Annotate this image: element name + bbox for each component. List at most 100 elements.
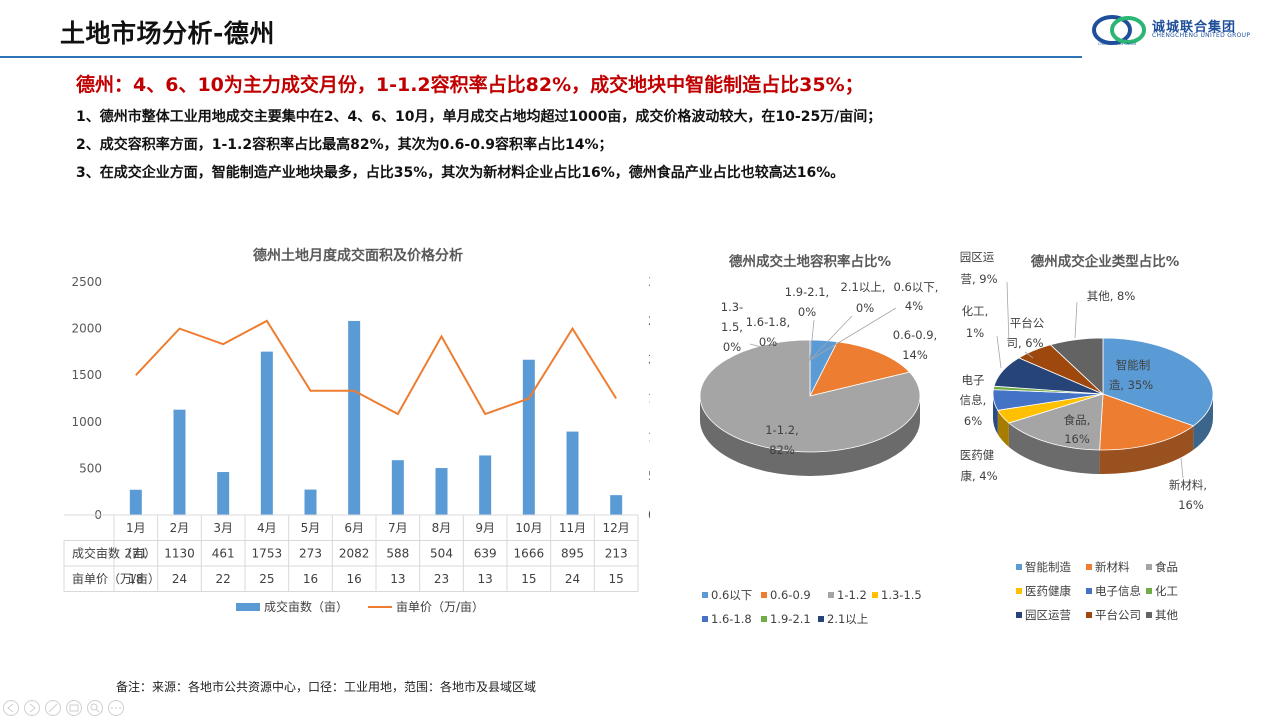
x-tick-label: 6月 [344, 521, 364, 535]
pie-data-label: 14% [902, 348, 928, 362]
legend-entry: 园区运营 [1025, 608, 1071, 622]
bar-mark [391, 460, 404, 515]
pie-data-label: 16% [1064, 432, 1090, 446]
bar-mark [173, 409, 186, 515]
prev-slide-icon[interactable] [3, 700, 19, 716]
company-logo: CHENGCHENG UNION [1092, 15, 1146, 46]
legend-entry: 0.6-0.9 [770, 588, 811, 602]
legend-entry: 其他 [1155, 608, 1178, 622]
table-cell: 1666 [514, 547, 545, 561]
pie-data-label: 园区运 [960, 250, 995, 264]
table-cell: 24 [172, 572, 187, 586]
table-cell: 504 [430, 547, 453, 561]
pie-slice [1008, 393, 1104, 451]
table-cell: 461 [212, 547, 235, 561]
table-cell: 13 [478, 572, 493, 586]
pie-data-label: 0.6以下, [894, 280, 939, 294]
table-cell: 15 [609, 572, 624, 586]
leader-line [809, 319, 815, 361]
monthly-land-chart: 德州土地月度成交面积及价格分析0500100015002000250005101… [63, 247, 650, 614]
table-cell: 1130 [164, 547, 195, 561]
legend-entry: 智能制造 [1025, 560, 1071, 574]
leader-line [1006, 281, 1010, 345]
analysis-point-2: 2、成交容积率方面，1-1.2容积率占比最高82%，其次为0.6-0.9容积率占… [76, 137, 613, 153]
y-tick-label: 2000 [71, 322, 102, 336]
pen-icon[interactable] [45, 700, 61, 716]
legend-swatch [1146, 588, 1152, 594]
pie-slice-side [1193, 394, 1213, 450]
pie-slice-side [993, 394, 998, 435]
legend-swatch [828, 592, 834, 598]
pie-data-label: 0% [723, 340, 741, 354]
bar-mark [129, 489, 142, 515]
legend-entry: 食品 [1155, 560, 1178, 574]
table-cell: 23 [434, 572, 449, 586]
pie-data-label: 0% [856, 301, 874, 315]
legend-swatch [1016, 564, 1022, 570]
y2-tick-label: 10 [648, 430, 650, 444]
price-line [135, 319, 618, 416]
y2-tick-label: 0 [648, 508, 650, 522]
legend-swatch [1086, 564, 1092, 570]
legend-swatch [1016, 612, 1022, 618]
pie-data-label: 1-1.2, [765, 423, 798, 437]
pie-slice [1049, 337, 1104, 395]
table-cell: 588 [386, 547, 409, 561]
table-cell: 273 [299, 547, 322, 561]
far-ratio-pie-chart: 德州成交土地容积率占比%0.6以下, 4% 0.6-0.9, 14% 1-1.2, 82%… [699, 253, 939, 626]
y-tick-label: 1500 [71, 368, 102, 382]
chart-title: 德州成交土地容积率占比% [729, 253, 891, 270]
logo-ring-text: CHENGCHENG UNION [1098, 42, 1136, 46]
legend-swatch [1146, 612, 1152, 618]
legend-swatch [818, 616, 824, 622]
y2-tick-label: 15 [648, 392, 650, 406]
pie-slice-side [1008, 422, 1100, 474]
pie-slice-side [1099, 425, 1194, 474]
y2-tick-label: 25 [648, 314, 650, 328]
pie-data-label: 1.9-2.1, [785, 285, 829, 299]
pie-data-label: 0.6-0.9, [893, 328, 937, 342]
bar-mark [610, 495, 623, 515]
pie-data-label: 1.3- [721, 300, 743, 314]
leader-line [749, 343, 811, 361]
pie-slice-side [997, 410, 1009, 447]
bar-mark [348, 320, 361, 515]
zoom-icon[interactable] [87, 700, 103, 716]
table-cell: 18 [128, 572, 143, 586]
x-tick-label: 11月 [559, 521, 586, 535]
legend-swatch [1086, 612, 1092, 618]
pie-slice-side [700, 396, 920, 476]
legend-entry: 医药健康 [1025, 584, 1071, 598]
page-title: 土地市场分析-德州 [60, 19, 275, 48]
slide-toolbar [3, 700, 124, 716]
legend-swatch [872, 592, 878, 598]
pie-data-label: 造, 35% [1109, 378, 1153, 392]
x-tick-label: 1月 [126, 521, 146, 535]
x-tick-label: 4月 [257, 521, 277, 535]
legend-entry: 电子信息 [1095, 584, 1141, 598]
more-options-icon[interactable] [108, 700, 124, 716]
y-tick-label: 2500 [71, 275, 102, 289]
pie-data-label: 司, 6% [1006, 336, 1043, 350]
slides-overview-icon[interactable] [66, 700, 82, 716]
pie-data-label: 平台公 [1010, 316, 1045, 330]
x-tick-label: 3月 [213, 521, 233, 535]
table-row-label: 成交亩数（亩） [72, 546, 156, 561]
table-cell: 13 [390, 572, 405, 586]
table-cell: 271 [124, 547, 147, 561]
next-slide-icon[interactable] [24, 700, 40, 716]
pie-data-label: 化工, [962, 304, 989, 318]
chart-title: 德州成交企业类型占比% [1031, 253, 1180, 270]
leader-line [1180, 457, 1184, 479]
legend-entry: 0.6以下 [711, 588, 752, 602]
legend-swatch [1146, 564, 1152, 570]
table-cell: 16 [303, 572, 318, 586]
logo-name-en: CHENGCHENG UNITED GROUP [1152, 32, 1251, 39]
y2-tick-label: 20 [648, 353, 650, 367]
leader-line [809, 315, 853, 361]
legend-swatch-bar [236, 603, 260, 611]
bar-mark [522, 359, 535, 515]
legend-entry: 平台公司 [1095, 608, 1141, 622]
logo-ring-left [1092, 15, 1132, 45]
pie-data-label: 康, 4% [960, 469, 997, 483]
